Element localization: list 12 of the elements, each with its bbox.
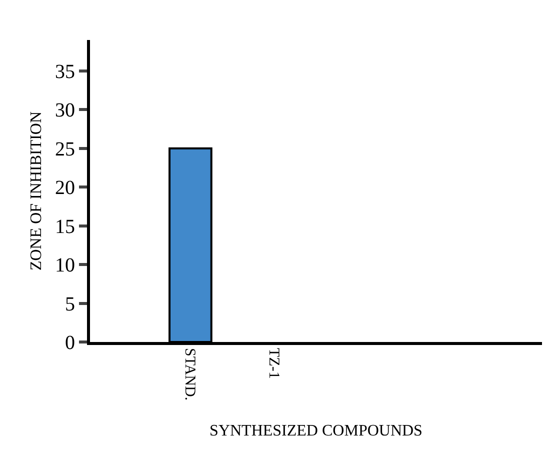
y-tick-label: 20	[55, 177, 75, 200]
y-tick-label: 25	[55, 138, 75, 160]
x-axis-title: SYNTHESIZED COMPOUNDS	[210, 422, 422, 440]
x-tick-label: STAND.	[182, 348, 198, 401]
y-axis-title: ZONE OF INHIBITION	[28, 111, 45, 271]
x-tick-label: TZ-1	[265, 348, 282, 379]
y-tick-label: 0	[65, 332, 75, 354]
y-tick-label: 10	[55, 254, 75, 277]
y-tick-label: 30	[55, 100, 75, 122]
y-tick-label: 15	[55, 216, 75, 238]
y-tick-label: 5	[65, 293, 75, 316]
y-tick-label: 35	[55, 60, 75, 83]
